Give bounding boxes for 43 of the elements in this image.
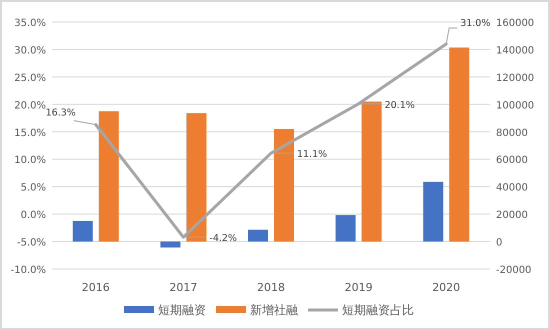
bar xyxy=(186,113,206,242)
y2-tick-label: 40000 xyxy=(496,182,528,194)
y-tick-label: 25.0% xyxy=(14,72,46,84)
y-tick-label: 35.0% xyxy=(14,18,46,29)
y2-tick-label: 160000 xyxy=(496,18,534,29)
x-tick-label: 2019 xyxy=(344,281,373,294)
data-label: 20.1% xyxy=(384,100,415,111)
bar xyxy=(449,48,470,242)
y2-tick-label: -20000 xyxy=(496,265,532,276)
y2-tick-label: 140000 xyxy=(496,45,534,56)
y2-tick-label: 80000 xyxy=(496,128,528,139)
y-tick-label: -5.0% xyxy=(16,238,46,249)
bar xyxy=(98,111,119,242)
x-tick-label: 2018 xyxy=(257,281,285,294)
x-tick-label: 2020 xyxy=(432,281,460,294)
y2-tick-label: 120000 xyxy=(496,72,534,84)
y-tick-label: 15.0% xyxy=(14,128,46,139)
x-tick-label: 2016 xyxy=(82,281,110,294)
bar xyxy=(336,215,356,242)
legend-label: 短期融资 xyxy=(158,303,206,317)
bar xyxy=(72,220,93,242)
data-label: 31.0% xyxy=(460,18,490,29)
y-tick-label: 20.0% xyxy=(14,100,46,112)
y2-tick-label: 60000 xyxy=(496,155,528,166)
y-tick-label: 10.0% xyxy=(14,155,46,166)
y-tick-label: 5.0% xyxy=(20,182,46,194)
data-label: 16.3% xyxy=(46,108,76,119)
bar xyxy=(248,230,268,242)
bar xyxy=(362,102,382,242)
bar xyxy=(274,129,294,242)
data-label: -4.2% xyxy=(209,233,237,244)
y2-tick-label: 0 xyxy=(496,238,502,249)
y-tick-label: -10.0% xyxy=(10,265,46,276)
bar xyxy=(423,182,444,242)
bar xyxy=(160,242,180,248)
legend-label: 短期融资占比 xyxy=(342,303,414,317)
y-tick-label: 0.0% xyxy=(20,210,46,222)
x-tick-label: 2017 xyxy=(169,281,198,294)
data-label: 11.1% xyxy=(297,149,328,160)
y-tick-label: 30.0% xyxy=(14,45,46,56)
y2-tick-label: 100000 xyxy=(496,100,534,112)
legend-label: 新增社融 xyxy=(250,303,298,317)
y2-tick-label: 20000 xyxy=(496,210,528,222)
